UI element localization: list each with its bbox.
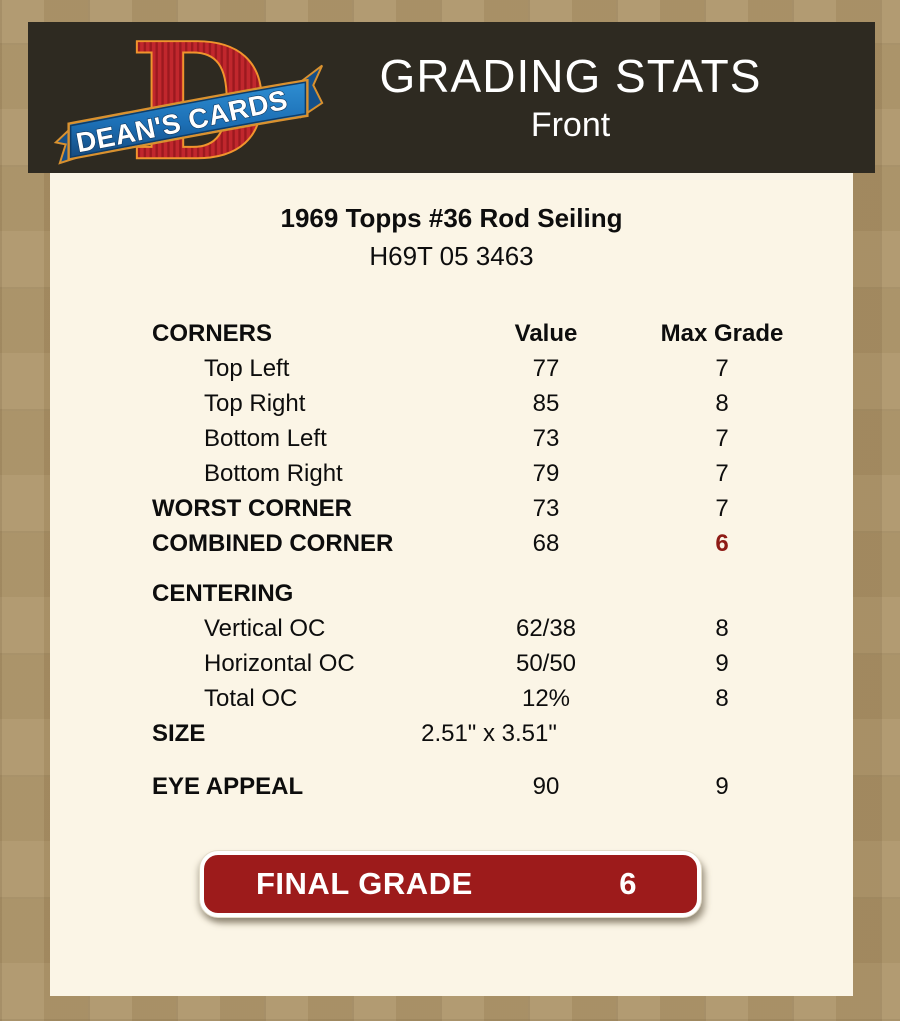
section-spacer <box>152 751 814 769</box>
table-row: Top Right 85 8 <box>204 390 729 417</box>
table-row: Total OC 12% 8 <box>204 685 729 712</box>
table-row-size: SIZE 2.51" x 3.51" <box>152 716 814 751</box>
column-header-max-grade: Max Grade <box>660 320 784 347</box>
deans-cards-logo: D DEAN'S CARDS <box>53 8 325 197</box>
section-spacer <box>152 561 814 576</box>
section-corners: CORNERS <box>152 320 273 347</box>
table-header-row: CORNERS Value Max Grade <box>152 316 814 351</box>
stats-panel: 1969 Topps #36 Rod Seiling H69T 05 3463 … <box>50 173 853 996</box>
combined-corner-max-grade: 6 <box>715 530 729 557</box>
size-value: 2.51" x 3.51" <box>421 720 557 747</box>
card-serial-number: H69T 05 3463 <box>369 241 534 271</box>
table-row: Horizontal OC 50/50 9 <box>204 650 729 677</box>
table-row-eye-appeal: EYE APPEAL 90 9 <box>152 769 814 804</box>
section-eye-appeal: EYE APPEAL <box>152 773 304 800</box>
section-centering: CENTERING <box>152 580 294 607</box>
table-row: Vertical OC 62/38 8 <box>204 615 729 642</box>
card-title: 1969 Topps #36 Rod Seiling <box>280 203 623 233</box>
table-row: Bottom Right 79 7 <box>204 460 729 487</box>
page-title: GRADING STATS <box>379 49 762 102</box>
final-grade-value: 6 <box>619 866 637 901</box>
table-row: Top Left 77 7 <box>204 355 729 382</box>
table-row-worst-corner: WORST CORNER 73 7 <box>152 495 729 522</box>
grading-table: CORNERS Value Max Grade Top Left 77 7 To… <box>152 316 814 804</box>
page-subtitle: Front <box>530 105 611 144</box>
table-row-combined-corner: COMBINED CORNER 68 6 <box>152 526 814 561</box>
table-row: Bottom Left 73 7 <box>204 425 729 452</box>
column-header-value: Value <box>514 320 578 347</box>
header-bar: D DEAN'S CARDS GRADING STATS Front <box>28 8 875 197</box>
table-row-centering-header: CENTERING <box>152 576 814 611</box>
header-text-block: GRADING STATS Front <box>318 22 823 173</box>
section-size: SIZE <box>152 720 206 747</box>
final-grade-label: FINAL GRADE <box>256 866 473 901</box>
deans-cards-logo-icon: D DEAN'S CARDS <box>53 8 324 197</box>
final-grade-badge: FINAL GRADE 6 <box>200 851 701 917</box>
